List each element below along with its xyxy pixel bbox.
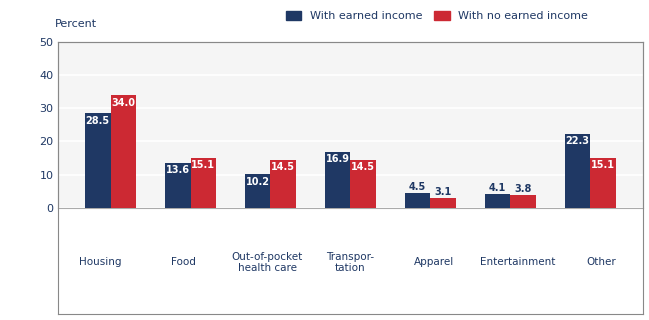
Text: 13.6: 13.6 xyxy=(165,165,190,175)
Text: 15.1: 15.1 xyxy=(191,160,215,171)
Text: Transpor-
tation: Transpor- tation xyxy=(326,252,374,273)
Bar xyxy=(85,113,110,208)
Bar xyxy=(565,134,591,208)
Text: Other: Other xyxy=(586,257,616,268)
Bar xyxy=(325,152,350,208)
Bar xyxy=(591,158,616,208)
Bar xyxy=(245,174,271,208)
Text: Out-of-pocket
health care: Out-of-pocket health care xyxy=(232,252,302,273)
Bar xyxy=(350,160,376,208)
Text: 4.5: 4.5 xyxy=(409,182,426,192)
Text: 16.9: 16.9 xyxy=(326,155,350,164)
Bar xyxy=(405,193,430,208)
Bar xyxy=(110,95,136,208)
Text: 34.0: 34.0 xyxy=(112,98,136,108)
Bar xyxy=(510,195,536,208)
Text: Housing: Housing xyxy=(79,257,121,268)
Legend: With earned income, With no earned income: With earned income, With no earned incom… xyxy=(286,11,588,21)
Text: 15.1: 15.1 xyxy=(591,160,615,171)
Bar xyxy=(485,194,510,208)
Text: 22.3: 22.3 xyxy=(565,136,589,147)
Text: 3.1: 3.1 xyxy=(435,187,452,197)
Text: 10.2: 10.2 xyxy=(246,177,270,187)
Text: 4.1: 4.1 xyxy=(489,183,506,193)
Text: Apparel: Apparel xyxy=(414,257,454,268)
Text: Entertainment: Entertainment xyxy=(480,257,555,268)
Text: Food: Food xyxy=(171,257,196,268)
Text: 14.5: 14.5 xyxy=(351,163,375,172)
Bar xyxy=(430,198,456,208)
Bar xyxy=(191,158,216,208)
Text: 14.5: 14.5 xyxy=(271,163,295,172)
Bar xyxy=(165,163,191,208)
Text: 3.8: 3.8 xyxy=(515,184,532,194)
Bar xyxy=(271,160,296,208)
Text: Percent: Percent xyxy=(55,19,97,29)
Text: 28.5: 28.5 xyxy=(86,116,110,126)
